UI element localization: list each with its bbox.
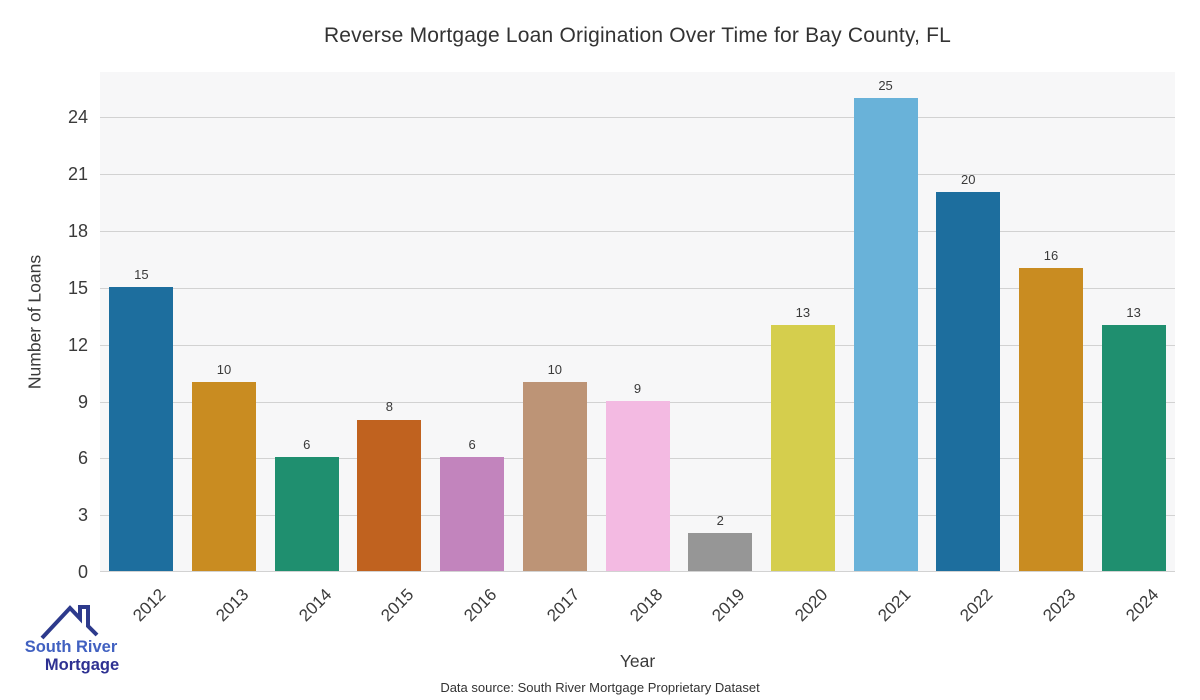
gridline-y-12: [100, 344, 1175, 346]
y-tick-label-6: 6: [77, 448, 88, 469]
bar-value-label-2012: 15: [134, 266, 149, 282]
bar-value-label-2023: 16: [1043, 247, 1059, 263]
data-source-text: Data source: South River Mortgage Propri…: [440, 680, 760, 695]
bar-value-label-2021: 25: [878, 77, 893, 93]
bar-2013: [192, 381, 257, 571]
bar-2015: [357, 419, 422, 571]
bar-2019: [688, 533, 753, 571]
y-tick-label-21: 21: [67, 164, 88, 185]
y-tick-label-0: 0: [77, 562, 88, 582]
company-logo: South River Mortgage: [15, 598, 127, 674]
y-tick-label-18: 18: [67, 221, 88, 242]
bar-value-label-2016: 6: [468, 437, 476, 453]
y-tick-label-12: 12: [67, 334, 88, 355]
bar-value-label-2024: 13: [1126, 304, 1141, 320]
y-tick-label-24: 24: [67, 107, 88, 128]
bar-value-label-2018: 9: [633, 380, 642, 396]
bar-2024: [1101, 324, 1166, 571]
y-tick-label-15: 15: [67, 277, 88, 298]
bar-2022: [936, 192, 1001, 571]
y-tick-label-3: 3: [77, 505, 88, 526]
bar-2021: [853, 97, 918, 571]
y-axis-label: Number of Loans: [24, 254, 45, 390]
bar-value-label-2013: 10: [216, 361, 232, 377]
gridline-y-21: [100, 174, 1175, 176]
bar-value-label-2015: 8: [385, 399, 394, 415]
bar-2017: [522, 381, 587, 571]
bar-value-label-2014: 6: [303, 437, 311, 453]
x-axis-label: Year: [619, 651, 656, 671]
plot-area: 15 10 6 8 6 10 9 2 13 25 20 16 13: [100, 72, 1175, 572]
house-roof-icon: [40, 605, 99, 640]
gridline-y-15: [100, 287, 1175, 289]
chart-title: Reverse Mortgage Loan Origination Over T…: [323, 24, 952, 47]
logo-text-line1: South River: [24, 638, 118, 656]
y-tick-label-9: 9: [77, 391, 88, 412]
bar-2023: [1018, 267, 1083, 571]
bar-value-label-2019: 2: [716, 513, 724, 529]
bar-value-label-2017: 10: [547, 361, 563, 377]
x-axis-line: [100, 571, 1175, 572]
bar-value-label-2020: 13: [795, 304, 811, 320]
bar-value-label-2022: 20: [961, 172, 976, 188]
bar-2014: [274, 457, 339, 571]
gridline-y-24: [100, 117, 1175, 119]
logo-text-line2: Mortgage: [44, 656, 120, 675]
gridline-y-18: [100, 231, 1175, 233]
bar-2016: [440, 457, 505, 571]
bar-2020: [770, 324, 835, 571]
bar-2012: [109, 286, 174, 571]
bar-2018: [605, 400, 670, 571]
